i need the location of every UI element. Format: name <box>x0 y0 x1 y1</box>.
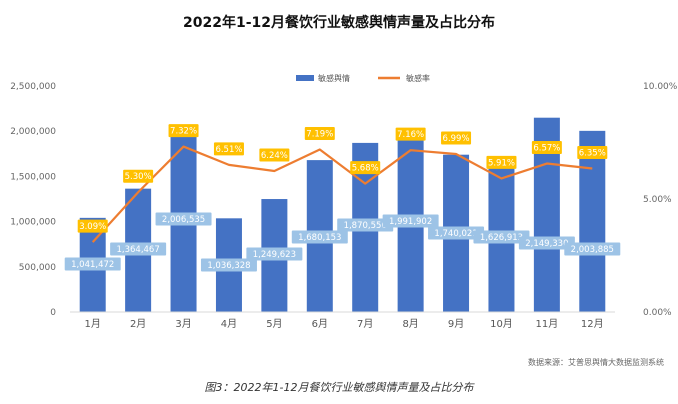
left-tick-label: 1,500,000 <box>10 172 56 182</box>
rate-label-5: 6.24% <box>261 151 288 161</box>
value-label-12: 2,003,885 <box>571 245 614 255</box>
x-axis: 1月 2月 3月 4月 5月 6月 7月 8月 9月 10月 11月 12月 <box>70 311 615 330</box>
legend-bar-label: 敏感舆情 <box>318 73 350 83</box>
x-tick-label: 8月 <box>402 318 418 330</box>
rate-label-10: 5.91% <box>488 158 515 168</box>
value-label-bg-10 <box>473 230 530 244</box>
bar-12 <box>579 130 606 312</box>
data-source-note: 数据来源：艾普思舆情大数据监测系统 <box>528 358 664 367</box>
x-tick-label: 11月 <box>536 318 559 330</box>
value-label-bg-2 <box>110 242 167 256</box>
rate-label-bg-8 <box>395 127 426 141</box>
right-tick-label: 10.00% <box>643 82 678 92</box>
x-tick-label: 12月 <box>581 318 604 330</box>
value-label-8: 1,991,902 <box>389 217 432 227</box>
value-label-bg-1 <box>64 257 121 271</box>
left-tick-label: 0 <box>50 308 56 318</box>
right-tick-label: 5.00% <box>643 195 672 205</box>
value-label-6: 1,680,153 <box>298 233 341 243</box>
value-label-bg-7 <box>337 218 394 232</box>
left-tick-label: 500,000 <box>19 263 56 273</box>
legend-line-label: 敏感率 <box>406 73 430 83</box>
x-tick-label: 9月 <box>448 318 464 330</box>
value-label-bg-12 <box>564 242 621 256</box>
x-tick-label: 3月 <box>175 318 191 330</box>
chart-title: 2022年1-12月餐饮行业敏感舆情声量及占比分布 <box>183 15 495 31</box>
value-label-2: 1,364,467 <box>116 245 159 255</box>
value-label-7: 1,870,556 <box>344 221 387 231</box>
x-tick-label: 2月 <box>130 318 146 330</box>
x-tick-label: 7月 <box>357 318 373 330</box>
value-label-10: 1,626,913 <box>480 233 523 243</box>
x-tick-label: 1月 <box>85 318 101 330</box>
rate-label-bg-1 <box>77 219 108 233</box>
value-label-bg-11 <box>518 236 575 250</box>
rate-line <box>91 145 593 243</box>
x-tick-label: 4月 <box>221 318 237 330</box>
rate-label-bg-11 <box>531 141 562 155</box>
rate-label-6: 7.19% <box>306 130 333 140</box>
rate-label-bg-9 <box>441 131 472 145</box>
figure-caption: 图3：2022年1-12月餐饮行业敏感舆情声量及占比分布 <box>204 381 474 394</box>
value-label-bg-6 <box>291 230 348 244</box>
left-axis: 0 500,000 1,000,000 1,500,000 2,000,000 2,500… <box>10 82 56 318</box>
x-tick-label: 5月 <box>266 318 282 330</box>
rate-label-7: 5.68% <box>352 164 379 174</box>
value-label-3: 2,006,535 <box>162 215 205 225</box>
right-tick-label: 0.00% <box>643 308 672 318</box>
rate-label-bg-12 <box>577 145 608 159</box>
left-tick-label: 1,000,000 <box>10 218 56 228</box>
x-tick-label: 6月 <box>312 318 328 330</box>
value-label-4: 1,036,328 <box>207 261 250 271</box>
legend: 敏感舆情 敏感率 <box>296 73 430 83</box>
rate-label-4: 6.51% <box>215 145 242 155</box>
value-label-5: 1,249,623 <box>253 250 296 260</box>
value-label-bg-8 <box>382 214 439 228</box>
rate-label-8: 7.16% <box>397 130 424 140</box>
rate-label-bg-3 <box>168 124 199 138</box>
rate-label-bg-2 <box>123 169 154 183</box>
legend-bar-swatch <box>296 75 314 81</box>
value-label-9: 1,740,021 <box>434 229 477 239</box>
rate-label-1: 3.09% <box>79 222 106 232</box>
value-label-11: 2,149,330 <box>525 239 568 249</box>
value-label-bg-9 <box>428 226 485 240</box>
rate-label-bg-10 <box>486 155 517 169</box>
rate-label-bg-7 <box>350 161 381 175</box>
value-label-bg-3 <box>155 212 212 226</box>
value-label-1: 1,041,472 <box>71 260 114 270</box>
value-label-bg-4 <box>200 258 257 272</box>
rate-label-11: 6.57% <box>533 144 560 154</box>
rate-label-bg-4 <box>213 142 244 156</box>
line-series <box>91 145 593 243</box>
rate-label-2: 5.30% <box>125 172 152 182</box>
x-tick-label: 10月 <box>490 318 513 330</box>
rate-label-bg-5 <box>259 148 290 162</box>
rate-label-3: 7.32% <box>170 127 197 137</box>
rate-label-bg-6 <box>304 127 335 141</box>
left-tick-label: 2,500,000 <box>10 82 56 92</box>
rate-label-12: 6.35% <box>579 148 606 158</box>
value-label-bg-5 <box>246 247 303 261</box>
left-tick-label: 2,000,000 <box>10 127 56 137</box>
right-axis: 0.00% 5.00% 10.00% <box>643 82 678 318</box>
rate-label-9: 6.99% <box>443 134 470 144</box>
